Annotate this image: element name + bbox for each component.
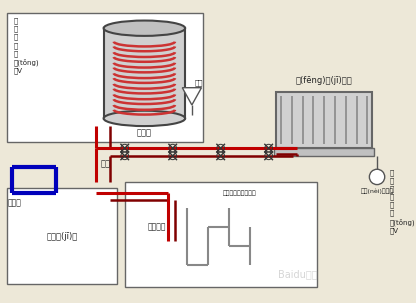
Bar bbox=[125, 182, 317, 287]
Bar bbox=[275, 148, 374, 156]
Ellipse shape bbox=[104, 21, 185, 36]
Text: 閥門: 閥門 bbox=[101, 160, 111, 169]
Text: 熱水箱: 熱水箱 bbox=[137, 128, 152, 137]
Text: 室內(nèi)溫控器: 室內(nèi)溫控器 bbox=[361, 188, 394, 194]
Text: 膨脹: 膨脹 bbox=[195, 79, 203, 86]
Text: 熱泵機(jī)組: 熱泵機(jī)組 bbox=[47, 232, 78, 241]
Bar bbox=[104, 28, 185, 118]
Circle shape bbox=[369, 169, 385, 185]
Polygon shape bbox=[182, 88, 201, 105]
Text: 保溫熱熔輻射板采暖: 保溫熱熔輻射板采暖 bbox=[223, 191, 257, 196]
Text: 生
活
熱
水
系
統(tǒng)
供V: 生 活 熱 水 系 統(tǒng) 供V bbox=[13, 18, 39, 74]
Text: Baidu经验: Baidu经验 bbox=[277, 270, 317, 280]
Text: 風(fēng)機(jī)盤管: 風(fēng)機(jī)盤管 bbox=[296, 76, 353, 85]
Bar bbox=[7, 188, 117, 285]
Bar bbox=[7, 13, 203, 142]
Text: 去地下: 去地下 bbox=[7, 198, 22, 207]
Text: 集分水器: 集分水器 bbox=[147, 222, 166, 231]
Ellipse shape bbox=[104, 111, 185, 126]
Text: 生
活
可
變
水
系
統(tǒng)
供V: 生 活 可 變 水 系 統(tǒng) 供V bbox=[389, 169, 415, 234]
Bar bbox=[276, 92, 372, 148]
